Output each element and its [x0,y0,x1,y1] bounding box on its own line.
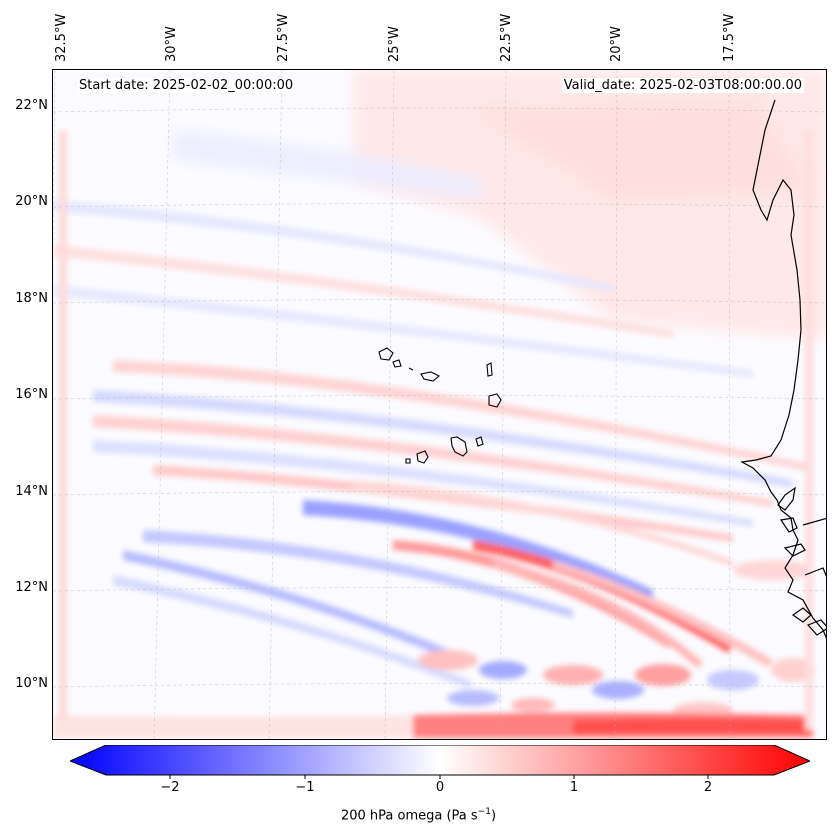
lon-label: 20°W [609,26,624,62]
colorbar-label-exponent: −1 [477,807,491,817]
valid-date-label: Valid_date: 2025-02-03T08:00:00.00 [561,78,804,93]
lat-label: 22°N [15,98,48,113]
omega-bands [53,130,815,738]
cb-tick-label: −2 [160,780,180,795]
lon-label: 27.5°W [276,13,291,62]
colorbar [68,744,812,783]
lat-label: 16°N [15,387,48,402]
cb-tick-label: −1 [295,780,315,795]
colorbar-ticks [169,775,709,779]
lon-label: 30°W [164,26,179,62]
cape-verde-islands [378,347,502,464]
lon-label: 32.5°W [54,13,69,62]
lon-label: 22.5°W [499,13,514,62]
colorbar-label: 200 hPa omega (Pa s−1) [0,807,837,823]
lat-label: 10°N [15,676,48,691]
colorbar-label-suffix: ) [490,808,497,824]
lat-label: 12°N [15,580,48,595]
cb-tick-label: 1 [569,780,579,795]
lon-label: 25°W [387,26,402,62]
coastline [740,99,826,639]
lat-label: 18°N [15,291,48,306]
omega-field-map[interactable] [53,70,827,740]
lon-label: 17.5°W [722,13,737,62]
graticule [53,70,826,739]
lat-label: 20°N [15,194,48,209]
colorbar-gradient [68,744,812,779]
map-panel[interactable]: Start date: 2025-02-02_00:00:00 Valid_da… [52,69,827,740]
cb-tick-label: 2 [703,780,713,795]
cb-tick-label: 0 [435,780,445,795]
colorbar-label-prefix: 200 hPa omega (Pa s [340,808,478,824]
lat-label: 14°N [15,484,48,499]
start-date-label: Start date: 2025-02-02_00:00:00 [77,78,296,93]
